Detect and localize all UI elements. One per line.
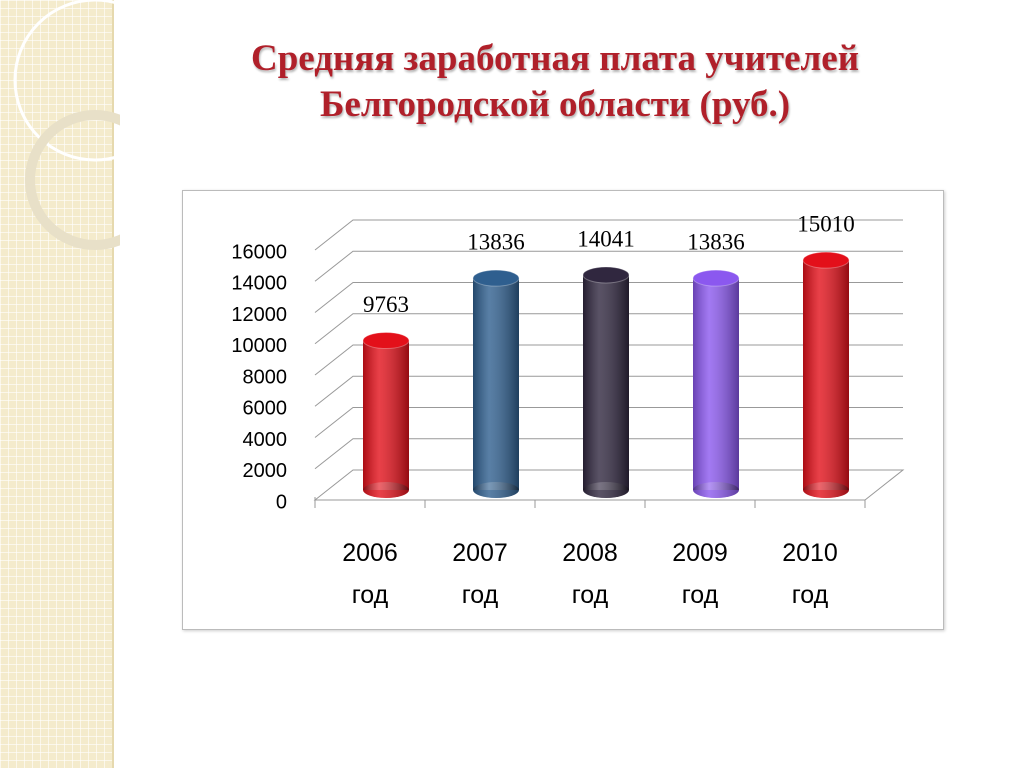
grid-line <box>314 250 903 282</box>
bar-bottom-shade <box>693 482 739 498</box>
x-tick-label: 2006 год <box>342 539 398 609</box>
y-tick-label: 6000 <box>243 398 288 420</box>
y-tick-label: 10000 <box>231 335 287 357</box>
bar-top <box>362 332 410 350</box>
y-tick-label: 12000 <box>231 304 287 326</box>
y-tick-label: 8000 <box>243 366 288 388</box>
bar-shade <box>363 340 409 490</box>
value-label: 9763 <box>363 292 409 317</box>
bar-bottom-shade <box>803 482 849 498</box>
bar-top <box>472 269 520 287</box>
decoration-circles <box>13 0 120 250</box>
bar-shade <box>693 278 739 490</box>
chart-title: Средняя заработная плата учителей Белгор… <box>250 38 860 125</box>
value-label: 13836 <box>467 229 525 254</box>
x-tick-label: 2007 год <box>452 539 508 609</box>
bar-bottom-shade <box>363 482 409 498</box>
bar <box>362 332 410 498</box>
bar-top <box>692 269 740 287</box>
bar-bottom-shade <box>583 482 629 498</box>
bar-shade <box>473 278 519 490</box>
bar-top <box>802 251 850 269</box>
circle <box>13 0 120 162</box>
y-tick-label: 4000 <box>243 429 288 451</box>
bar-top <box>582 266 630 284</box>
grid-line <box>314 219 903 251</box>
bar <box>582 266 630 498</box>
y-tick-label: 2000 <box>243 460 288 482</box>
x-tick-label: 2009 год <box>672 539 728 609</box>
bar-shade <box>583 274 629 490</box>
value-label: 15010 <box>797 211 855 236</box>
bar <box>802 251 850 498</box>
bar-bottom-shade <box>473 482 519 498</box>
bar-shade <box>803 260 849 490</box>
x-tick-label: 2008 год <box>562 539 618 609</box>
bar <box>692 269 740 498</box>
bar <box>472 269 520 498</box>
value-label: 13836 <box>687 229 745 254</box>
y-tick-label: 16000 <box>231 241 287 263</box>
y-tick-label: 14000 <box>231 273 287 295</box>
chart-frame <box>182 190 944 630</box>
x-tick-label: 2010 год <box>782 539 838 609</box>
circle <box>25 110 120 250</box>
value-label: 14041 <box>577 226 635 251</box>
y-tick-label: 0 <box>276 491 287 513</box>
